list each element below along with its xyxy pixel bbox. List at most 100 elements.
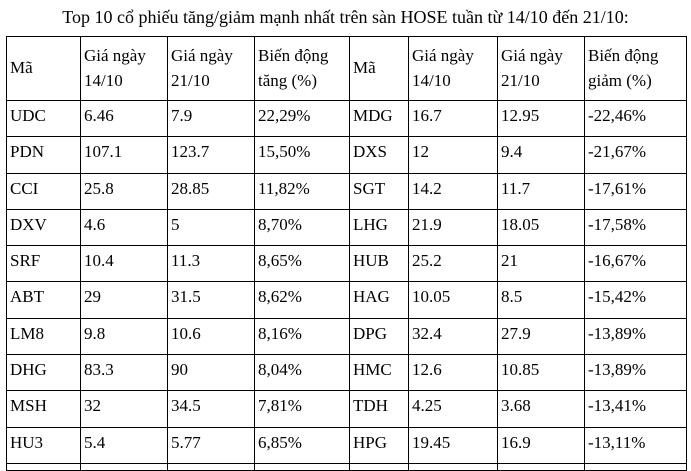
price-cell: 34.5 bbox=[167, 390, 255, 428]
change-cell: -22,46% bbox=[584, 99, 687, 138]
ticker-cell: TDH bbox=[349, 390, 409, 428]
price-cell: 123.7 bbox=[167, 136, 255, 174]
table-row: UDC 6.46 7.9 22,29% MDG 16.7 12.95 -22,46% bbox=[6, 99, 687, 138]
column-header: Giá ngày 14/10 bbox=[80, 36, 168, 101]
change-cell: -13,89% bbox=[584, 354, 687, 392]
ticker-cell: DXS bbox=[349, 136, 409, 174]
price-cell: 107.1 bbox=[80, 136, 168, 174]
ticker-cell: HAG bbox=[349, 281, 409, 319]
change-cell: -15,42% bbox=[584, 281, 687, 319]
price-cell: 32 bbox=[80, 390, 168, 428]
table-row-partial bbox=[6, 462, 687, 471]
price-cell: 18.05 bbox=[497, 208, 585, 247]
ticker-cell: HUB bbox=[349, 245, 409, 283]
price-cell: 9.8 bbox=[80, 317, 168, 356]
price-cell: 10.6 bbox=[167, 317, 255, 356]
table-body: UDC 6.46 7.9 22,29% MDG 16.7 12.95 -22,46% PDN 10… bbox=[6, 99, 687, 464]
price-cell: 3.68 bbox=[497, 390, 585, 428]
price-cell: 16.9 bbox=[497, 426, 585, 464]
change-cell: -13,11% bbox=[584, 426, 687, 464]
price-cell: 12.6 bbox=[408, 354, 498, 392]
page-title: Top 10 cổ phiếu tăng/giảm mạnh nhất trên… bbox=[62, 7, 629, 27]
document-page: Top 10 cổ phiếu tăng/giảm mạnh nhất trên… bbox=[0, 7, 691, 471]
change-cell: 6,85% bbox=[254, 426, 350, 464]
empty-cell bbox=[349, 462, 409, 471]
ticker-cell: UDC bbox=[6, 99, 81, 138]
change-cell: -16,67% bbox=[584, 245, 687, 283]
price-cell: 8.5 bbox=[497, 281, 585, 319]
ticker-cell: LM8 bbox=[6, 317, 81, 356]
ticker-cell: SGT bbox=[349, 172, 409, 210]
table-row: DHG 83.3 90 8,04% HMC 12.6 10.85 -13,89% bbox=[6, 354, 687, 392]
change-cell: -17,58% bbox=[584, 208, 687, 247]
ticker-cell: LHG bbox=[349, 208, 409, 247]
price-cell: 11.3 bbox=[167, 245, 255, 283]
empty-cell bbox=[497, 462, 585, 471]
ticker-cell: PDN bbox=[6, 136, 81, 174]
price-cell: 12 bbox=[408, 136, 498, 174]
price-cell: 9.4 bbox=[497, 136, 585, 174]
ticker-cell: DXV bbox=[6, 208, 81, 247]
price-cell: 25.2 bbox=[408, 245, 498, 283]
table-row: DXV 4.6 5 8,70% LHG 21.9 18.05 -17,58% bbox=[6, 208, 687, 247]
price-cell: 5.77 bbox=[167, 426, 255, 464]
change-cell: 8,16% bbox=[254, 317, 350, 356]
ticker-cell: HU3 bbox=[6, 426, 81, 464]
price-cell: 16.7 bbox=[408, 99, 498, 138]
price-cell: 21.9 bbox=[408, 208, 498, 247]
empty-cell bbox=[80, 462, 168, 471]
partial-row-cutoff bbox=[6, 462, 687, 471]
price-cell: 10.85 bbox=[497, 354, 585, 392]
price-cell: 10.4 bbox=[80, 245, 168, 283]
empty-cell bbox=[6, 462, 81, 471]
ticker-cell: DHG bbox=[6, 354, 81, 392]
empty-cell bbox=[167, 462, 255, 471]
price-cell: 7.9 bbox=[167, 99, 255, 138]
price-cell: 25.8 bbox=[80, 172, 168, 210]
table-row: SRF 10.4 11.3 8,65% HUB 25.2 21 -16,67% bbox=[6, 245, 687, 283]
column-header: Mã bbox=[349, 36, 409, 101]
change-cell: -13,89% bbox=[584, 317, 687, 356]
column-header: Giá ngày 21/10 bbox=[167, 36, 255, 101]
change-cell: 8,04% bbox=[254, 354, 350, 392]
change-cell: 8,65% bbox=[254, 245, 350, 283]
change-cell: 8,70% bbox=[254, 208, 350, 247]
change-cell: 8,62% bbox=[254, 281, 350, 319]
change-cell: -17,61% bbox=[584, 172, 687, 210]
price-cell: 5 bbox=[167, 208, 255, 247]
change-cell: 15,50% bbox=[254, 136, 350, 174]
column-header: Giá ngày 21/10 bbox=[497, 36, 585, 101]
empty-cell bbox=[254, 462, 350, 471]
ticker-cell: DPG bbox=[349, 317, 409, 356]
change-cell: 11,82% bbox=[254, 172, 350, 210]
price-cell: 27.9 bbox=[497, 317, 585, 356]
table-header-row: Mã Giá ngày 14/10 Giá ngày 21/10 Biến động … bbox=[6, 36, 687, 101]
ticker-cell: HPG bbox=[349, 426, 409, 464]
price-cell: 11.7 bbox=[497, 172, 585, 210]
price-cell: 21 bbox=[497, 245, 585, 283]
change-cell: -21,67% bbox=[584, 136, 687, 174]
table-row: CCI 25.8 28.85 11,82% SGT 14.2 11.7 -17,61% bbox=[6, 172, 687, 210]
price-cell: 10.05 bbox=[408, 281, 498, 319]
column-header: Biến động giảm (%) bbox=[584, 36, 687, 101]
ticker-cell: SRF bbox=[6, 245, 81, 283]
stocks-table: Mã Giá ngày 14/10 Giá ngày 21/10 Biến động … bbox=[6, 36, 687, 471]
price-cell: 31.5 bbox=[167, 281, 255, 319]
price-cell: 4.6 bbox=[80, 208, 168, 247]
table-row: MSH 32 34.5 7,81% TDH 4.25 3.68 -13,41% bbox=[6, 390, 687, 428]
table-row: LM8 9.8 10.6 8,16% DPG 32.4 27.9 -13,89% bbox=[6, 317, 687, 356]
column-header: Biến động tăng (%) bbox=[254, 36, 350, 101]
ticker-cell: MDG bbox=[349, 99, 409, 138]
change-cell: -13,41% bbox=[584, 390, 687, 428]
price-cell: 28.85 bbox=[167, 172, 255, 210]
price-cell: 83.3 bbox=[80, 354, 168, 392]
table-row: ABT 29 31.5 8,62% HAG 10.05 8.5 -15,42% bbox=[6, 281, 687, 319]
ticker-cell: CCI bbox=[6, 172, 81, 210]
price-cell: 5.4 bbox=[80, 426, 168, 464]
change-cell: 22,29% bbox=[254, 99, 350, 138]
ticker-cell: HMC bbox=[349, 354, 409, 392]
empty-cell bbox=[584, 462, 687, 471]
column-header: Mã bbox=[6, 36, 81, 101]
empty-cell bbox=[408, 462, 498, 471]
price-cell: 19.45 bbox=[408, 426, 498, 464]
